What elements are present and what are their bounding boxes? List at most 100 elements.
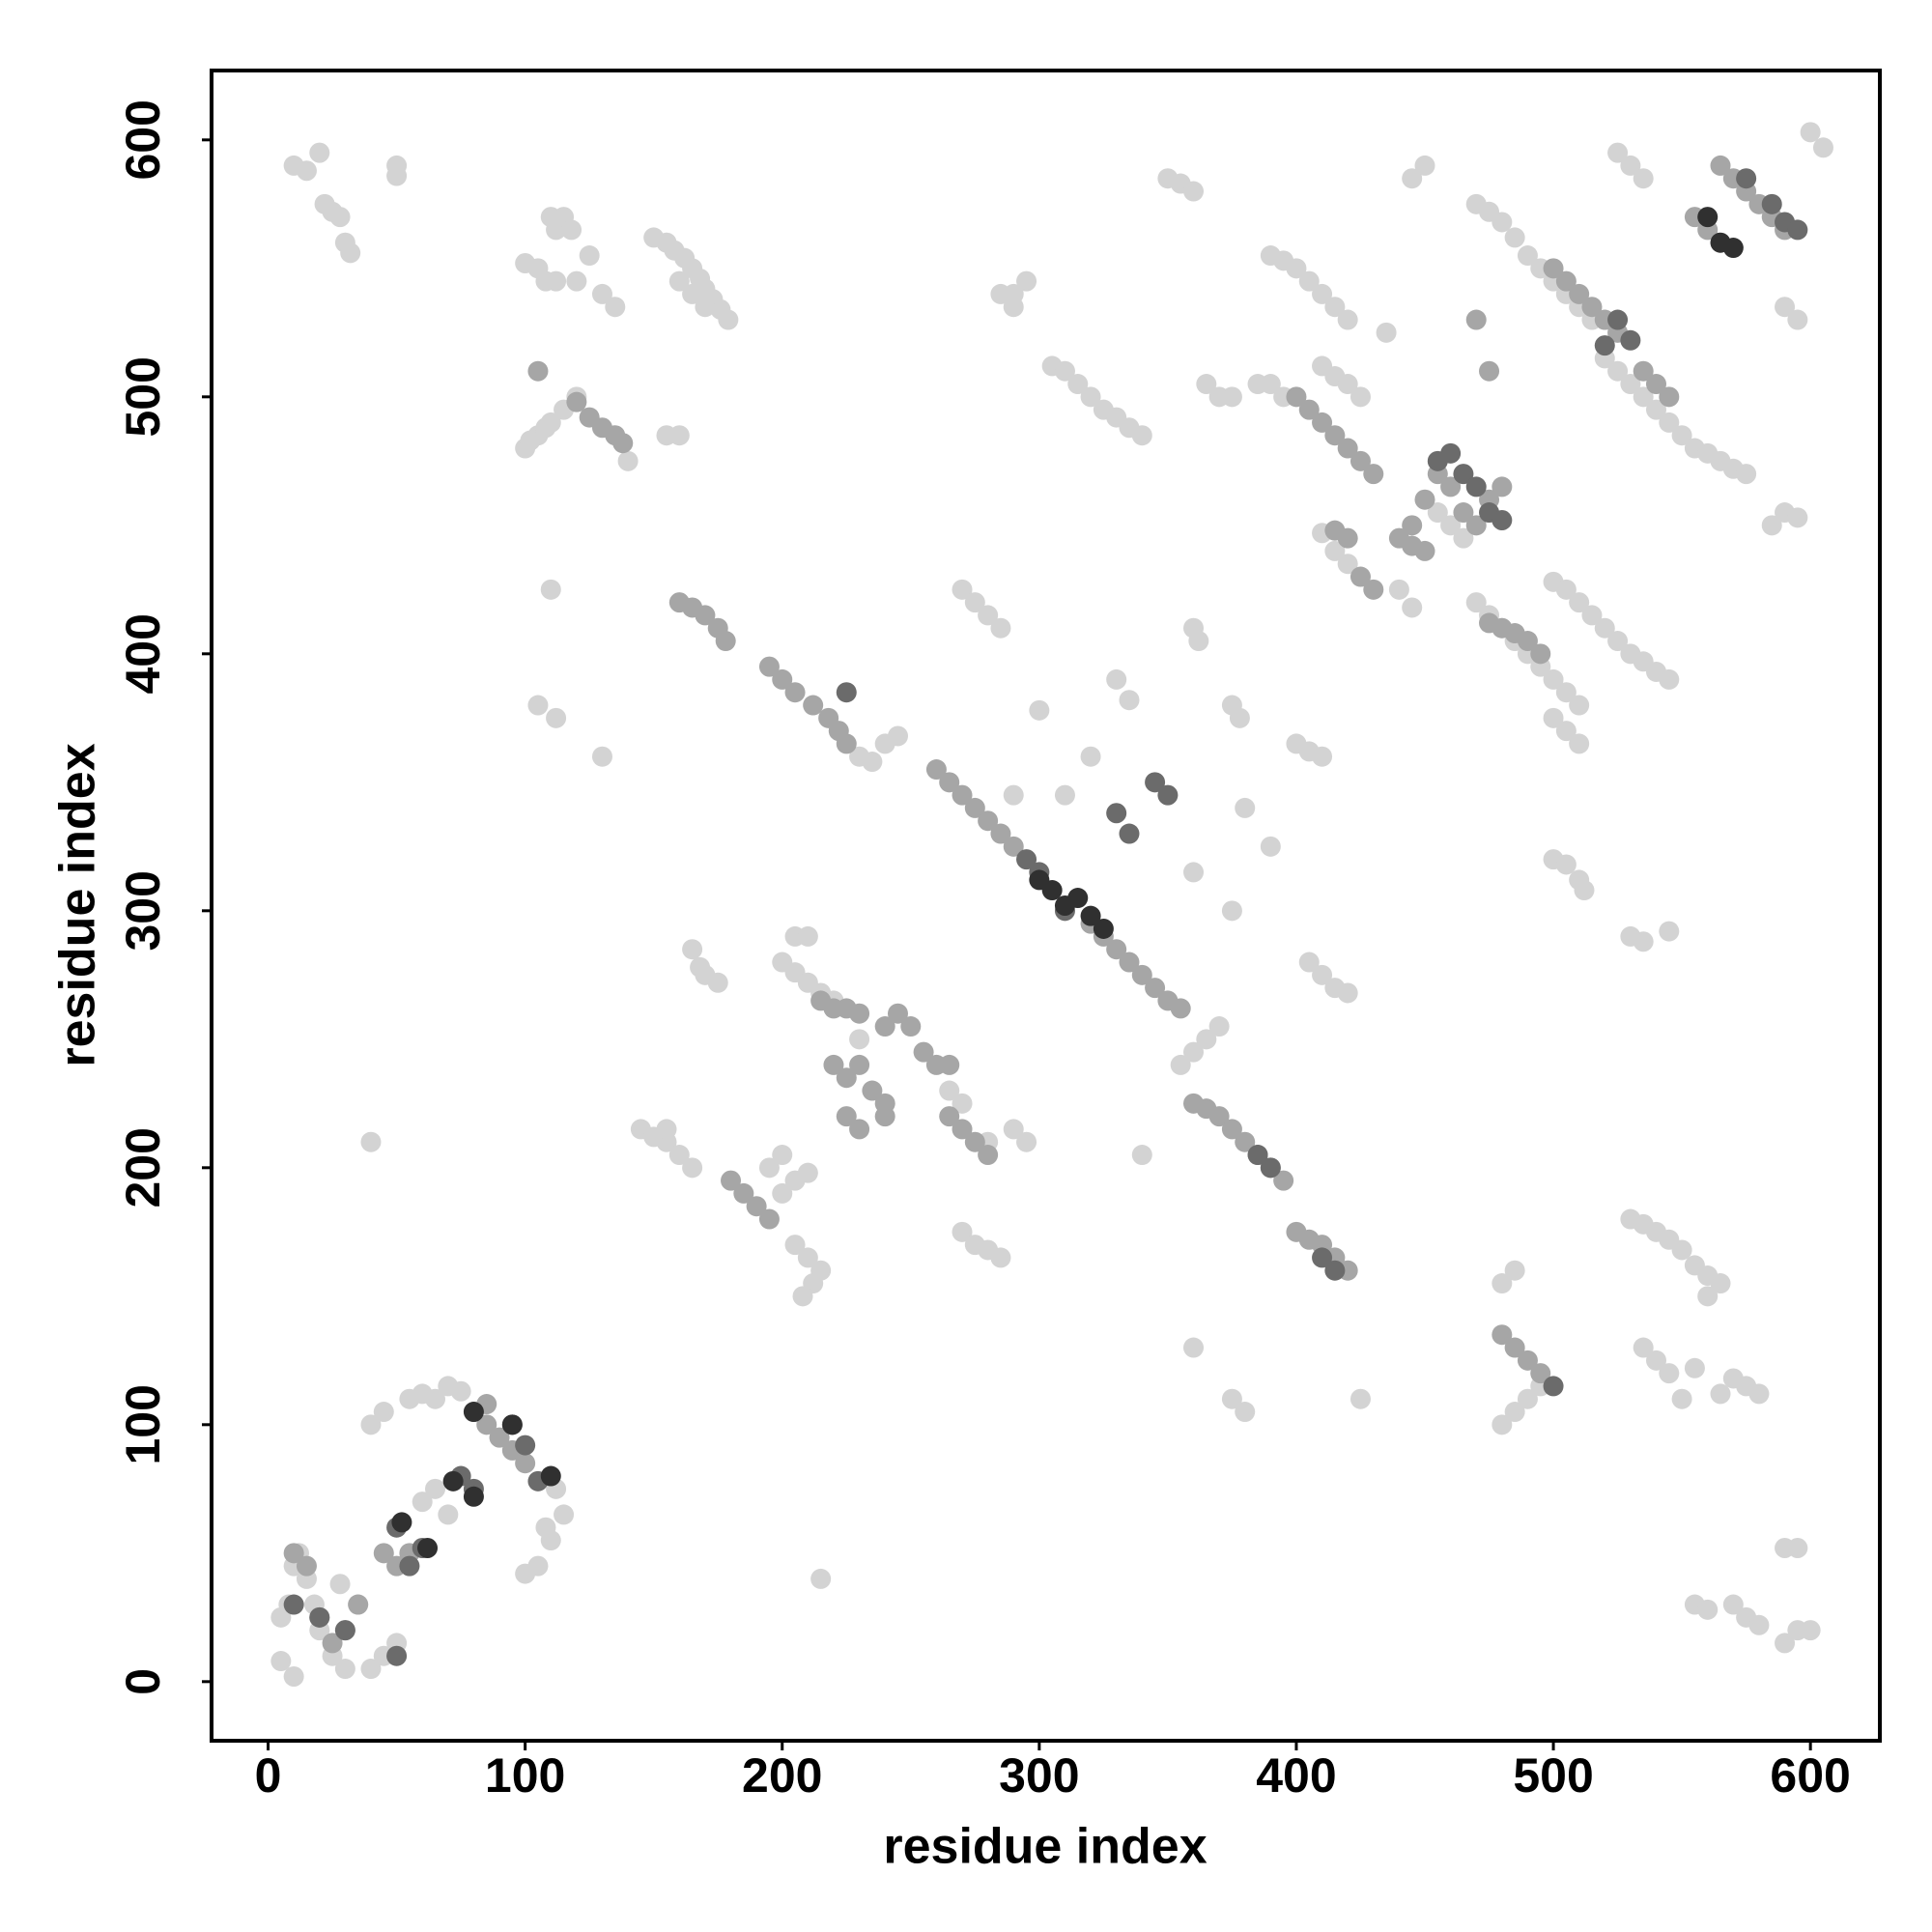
point [1453, 527, 1474, 549]
point [1080, 386, 1101, 408]
point [340, 242, 361, 264]
point [1312, 964, 1333, 985]
point [1003, 1119, 1024, 1140]
point [746, 1196, 767, 1217]
point [309, 142, 330, 163]
point [1363, 579, 1384, 600]
point [1530, 643, 1551, 665]
point [1273, 1170, 1294, 1191]
point [1337, 982, 1358, 1004]
point [733, 1182, 754, 1204]
point [1106, 668, 1127, 690]
x-tick-label: 200 [742, 1748, 822, 1803]
point [1800, 122, 1821, 143]
point [849, 1029, 870, 1050]
point [1145, 772, 1166, 793]
point [836, 1067, 857, 1089]
point [939, 1106, 960, 1127]
point [797, 925, 818, 947]
point [1208, 1106, 1230, 1127]
point [810, 1568, 832, 1589]
point [1286, 258, 1307, 279]
point [605, 297, 626, 318]
point [1196, 374, 1217, 395]
point [1157, 784, 1179, 806]
point [1440, 476, 1462, 497]
point [1324, 297, 1346, 318]
point [803, 695, 824, 716]
point [1787, 219, 1808, 241]
point [373, 1402, 394, 1423]
point [1337, 438, 1358, 459]
point [978, 605, 999, 626]
point [1722, 238, 1744, 259]
point [1337, 374, 1358, 395]
point [1170, 1054, 1191, 1075]
point [425, 1478, 446, 1499]
point [1492, 212, 1513, 233]
point [862, 752, 883, 773]
point [1492, 476, 1513, 497]
point [1324, 425, 1346, 446]
point [978, 810, 999, 832]
point [1787, 507, 1808, 528]
point [964, 1131, 985, 1152]
point [1594, 617, 1615, 639]
point [591, 283, 612, 304]
point [360, 1131, 382, 1152]
point [1003, 836, 1024, 857]
point [1722, 1594, 1744, 1615]
point [682, 939, 703, 960]
x-tick-label: 300 [999, 1748, 1079, 1803]
point [862, 1080, 883, 1101]
point [348, 1594, 369, 1615]
point [283, 1666, 304, 1687]
point [1555, 579, 1577, 600]
y-tick-label: 500 [116, 356, 170, 437]
point [283, 1543, 304, 1564]
point [952, 1119, 973, 1140]
point [758, 1157, 780, 1179]
point [1620, 374, 1641, 395]
point [1492, 510, 1513, 530]
point [925, 759, 947, 781]
point [1569, 283, 1590, 304]
point [1440, 515, 1462, 536]
point [913, 1041, 934, 1063]
point [823, 1054, 844, 1075]
point [1453, 502, 1474, 524]
point [1080, 746, 1101, 767]
point [1350, 386, 1371, 408]
point [1054, 360, 1075, 382]
point [1748, 1614, 1770, 1635]
point [476, 1414, 497, 1435]
point [1594, 335, 1615, 356]
point [1812, 137, 1833, 158]
point [1775, 1633, 1796, 1654]
point [887, 1003, 908, 1024]
point [1324, 1260, 1346, 1281]
point [707, 972, 728, 993]
point [849, 1003, 870, 1024]
point [1183, 1041, 1205, 1063]
point [874, 1106, 895, 1127]
point [515, 1435, 536, 1456]
point [1607, 360, 1629, 382]
point [540, 579, 561, 600]
point [1170, 998, 1191, 1019]
y-tick-label: 200 [116, 1127, 170, 1208]
point [535, 1517, 556, 1538]
point [1106, 803, 1127, 824]
point [1440, 442, 1462, 464]
point [1504, 227, 1525, 248]
point [1543, 1376, 1564, 1397]
point [501, 1414, 523, 1435]
point [1247, 1145, 1268, 1166]
point [695, 605, 716, 626]
point [1131, 1145, 1152, 1166]
point [309, 1606, 330, 1628]
x-tick-label: 0 [255, 1748, 282, 1803]
y-tick-label: 0 [116, 1668, 170, 1695]
point [1260, 836, 1281, 857]
